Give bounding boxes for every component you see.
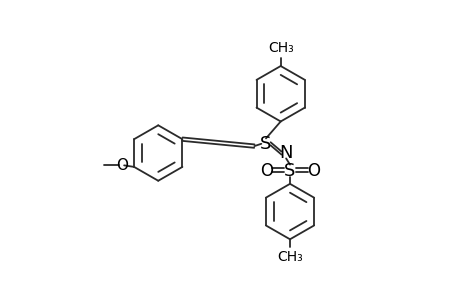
Text: CH₃: CH₃ <box>267 41 293 55</box>
Text: S: S <box>259 135 270 153</box>
Text: CH₃: CH₃ <box>276 250 302 264</box>
Text: O: O <box>306 162 319 180</box>
Text: O: O <box>260 162 273 180</box>
Text: N: N <box>279 144 292 162</box>
Text: S: S <box>284 162 295 180</box>
Text: O: O <box>116 158 128 173</box>
